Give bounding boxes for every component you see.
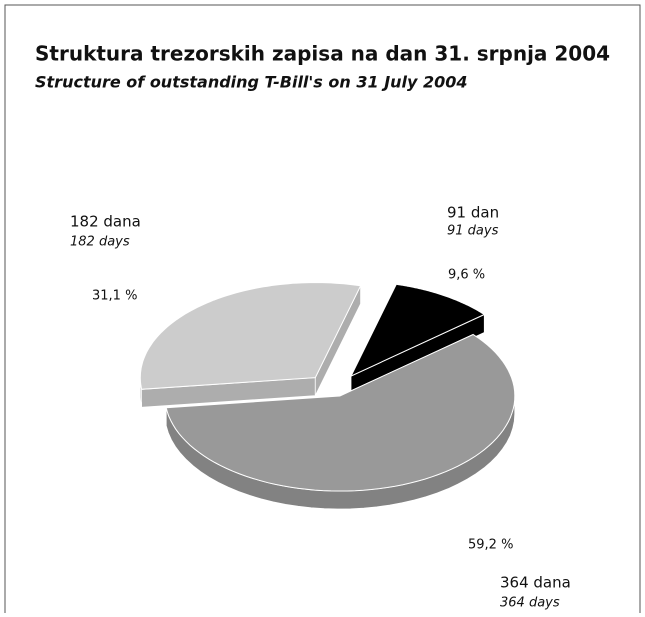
category-label: 364 dana	[500, 574, 571, 592]
category-label: 182 dana	[70, 213, 141, 231]
category-subtitle: 364 days	[500, 596, 560, 611]
value-label: 9,6 %	[448, 268, 485, 283]
category-subtitle: 182 days	[70, 235, 130, 250]
chart-title: Struktura trezorskih zapisa na dan 31. s…	[35, 42, 610, 66]
value-label: 31,1 %	[92, 289, 137, 304]
chart-subtitle: Structure of outstanding T-Bill's on 31 …	[35, 73, 468, 92]
category-label: 91 dan	[447, 204, 499, 222]
value-label: 59,2 %	[468, 538, 513, 553]
category-subtitle: 91 days	[447, 224, 499, 239]
slice	[165, 333, 516, 492]
slice	[139, 282, 362, 390]
frame	[4, 4, 641, 613]
slice	[349, 283, 486, 378]
